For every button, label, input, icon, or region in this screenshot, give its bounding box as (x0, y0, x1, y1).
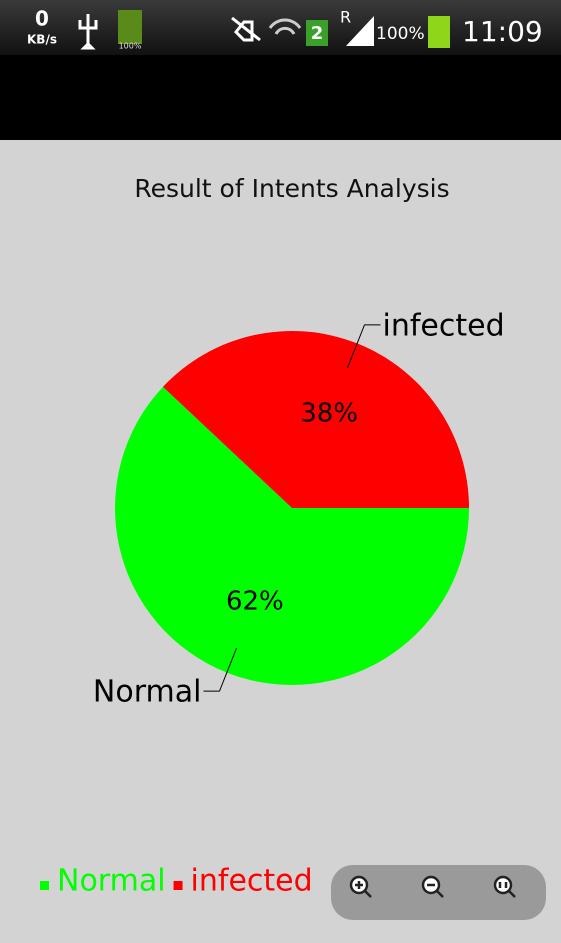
legend-swatch (40, 881, 49, 890)
small-battery-icon (118, 10, 142, 44)
clock: 11:09 (462, 15, 543, 48)
legend-label: Normal (57, 864, 166, 899)
pie (114, 331, 470, 685)
leader-line (203, 647, 238, 692)
slice-value-label: 62% (226, 586, 284, 616)
battery-icon (428, 16, 450, 48)
usb-icon (78, 14, 98, 50)
mute-icon (231, 16, 261, 42)
battery-percent: 100% (376, 24, 425, 44)
signal-icon (346, 16, 374, 46)
chart-title: Result of Intents Analysis (134, 174, 449, 203)
zoom-reset[interactable] (493, 875, 513, 895)
slice-category-label: Normal (93, 675, 202, 710)
pie-slice (162, 331, 470, 508)
slice-category-label: infected (383, 308, 505, 343)
wifi-icon (268, 18, 302, 35)
speed-unit: KB/s (27, 33, 57, 47)
sim-number: 2 (311, 23, 324, 44)
roaming: R (340, 8, 351, 27)
legend-swatch (173, 881, 183, 890)
speed: 0 (35, 7, 49, 31)
small-battery-text: 100% (119, 42, 142, 51)
sim-badge (306, 20, 328, 46)
leader-line (346, 324, 381, 369)
pie-slice (114, 386, 470, 685)
zoom-icons (349, 875, 516, 898)
legend-label: infected (191, 864, 313, 899)
action-bar (0, 55, 561, 140)
slice-value-label: 38% (300, 399, 358, 429)
